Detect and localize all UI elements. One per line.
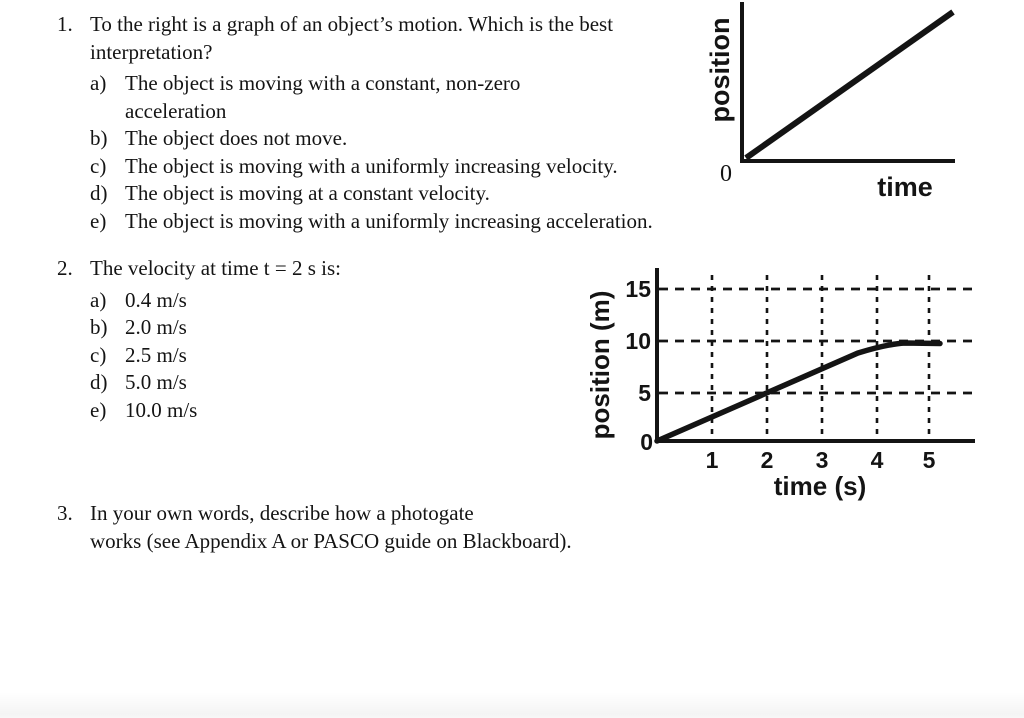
option-row: a) 0.4 m/s bbox=[90, 287, 557, 315]
question-2: 2. The velocity at time t = 2 s is: a) 0… bbox=[57, 255, 557, 424]
option-letter: a) bbox=[90, 287, 107, 312]
graph-position-m-vs-time-s: 15 10 5 0 1 2 3 4 5 time (s) position (m… bbox=[585, 268, 975, 501]
option-text: 5.0 m/s bbox=[125, 370, 187, 394]
graph1-origin-label: 0 bbox=[720, 161, 732, 187]
graph2-y-axis-label: position (m) bbox=[585, 291, 615, 440]
xtick-2: 2 bbox=[761, 447, 774, 473]
graph1-x-axis-label: time bbox=[877, 172, 933, 202]
option-row: e) The object is moving with a uniformly… bbox=[90, 208, 737, 236]
option-letter: e) bbox=[90, 208, 107, 233]
xtick-5: 5 bbox=[923, 447, 936, 473]
xtick-4: 4 bbox=[871, 447, 884, 473]
option-text: The object does not move. bbox=[125, 126, 348, 150]
option-row: b) 2.0 m/s bbox=[90, 314, 557, 342]
option-row: d) 5.0 m/s bbox=[90, 369, 557, 397]
question-1-stem-line-2: interpretation? bbox=[90, 39, 213, 64]
question-3-stem-line-1: In your own words, describe how a photog… bbox=[90, 501, 474, 525]
option-text: 2.5 m/s bbox=[125, 342, 187, 367]
xtick-1: 1 bbox=[706, 447, 719, 473]
ytick-5: 5 bbox=[638, 380, 651, 406]
graph1-axes bbox=[740, 2, 955, 163]
graph2-axes bbox=[655, 268, 975, 443]
option-row: a) The object is moving with a constant,… bbox=[90, 70, 737, 125]
question-3: 3. In your own words, describe how a pho… bbox=[57, 500, 697, 555]
option-text: 0.4 m/s bbox=[125, 287, 187, 312]
option-row: b) The object does not move. bbox=[90, 125, 737, 153]
option-row: c) The object is moving with a uniformly… bbox=[90, 153, 737, 181]
option-text: The object is moving with a uniformly in… bbox=[125, 153, 618, 178]
ytick-10: 10 bbox=[625, 328, 651, 354]
question-1-options: a) The object is moving with a constant,… bbox=[90, 70, 737, 235]
option-text: The object is moving with a constant, no… bbox=[125, 71, 521, 123]
option-letter: a) bbox=[90, 71, 107, 95]
option-letter: c) bbox=[90, 342, 107, 367]
option-text: The object is moving at a constant veloc… bbox=[125, 181, 490, 205]
ytick-15: 15 bbox=[625, 276, 651, 302]
question-1-number: 1. bbox=[57, 12, 73, 36]
option-text: The object is moving with a uniformly in… bbox=[125, 208, 653, 233]
question-2-number: 2. bbox=[57, 256, 73, 280]
vertical-gridlines bbox=[710, 275, 931, 441]
graph2-x-axis-label: time (s) bbox=[774, 471, 866, 501]
option-row: c) 2.5 m/s bbox=[90, 342, 557, 370]
option-letter: c) bbox=[90, 153, 107, 178]
graph2-motion-curve bbox=[654, 340, 943, 444]
option-letter: b) bbox=[90, 315, 108, 339]
xtick-3: 3 bbox=[816, 447, 829, 473]
ytick-0: 0 bbox=[640, 429, 653, 455]
graph1-motion-line bbox=[744, 9, 955, 161]
graph-position-vs-time-sketch: position 0 time bbox=[705, 2, 955, 202]
page-bottom-scan-shadow bbox=[0, 692, 1024, 718]
option-letter: e) bbox=[90, 397, 107, 422]
option-row: e) 10.0 m/s bbox=[90, 397, 557, 425]
question-3-number: 3. bbox=[57, 501, 73, 525]
option-text: 2.0 m/s bbox=[125, 315, 187, 339]
option-letter: b) bbox=[90, 126, 108, 150]
question-3-stem-line-2: works (see Appendix A or PASCO guide on … bbox=[90, 528, 572, 553]
option-letter: d) bbox=[90, 370, 108, 394]
graph1-y-axis-label: position bbox=[705, 18, 735, 123]
option-text: 10.0 m/s bbox=[125, 397, 198, 422]
question-1: 1. To the right is a graph of an object’… bbox=[57, 11, 737, 235]
option-row: d) The object is moving at a constant ve… bbox=[90, 180, 737, 208]
question-1-stem-line-1: To the right is a graph of an object’s m… bbox=[90, 12, 614, 36]
question-2-options: a) 0.4 m/s b) 2.0 m/s c) 2.5 m/s d) 5.0 … bbox=[90, 287, 557, 425]
option-letter: d) bbox=[90, 181, 108, 205]
question-2-stem-line-1: The velocity at time t = 2 s is: bbox=[90, 256, 341, 280]
